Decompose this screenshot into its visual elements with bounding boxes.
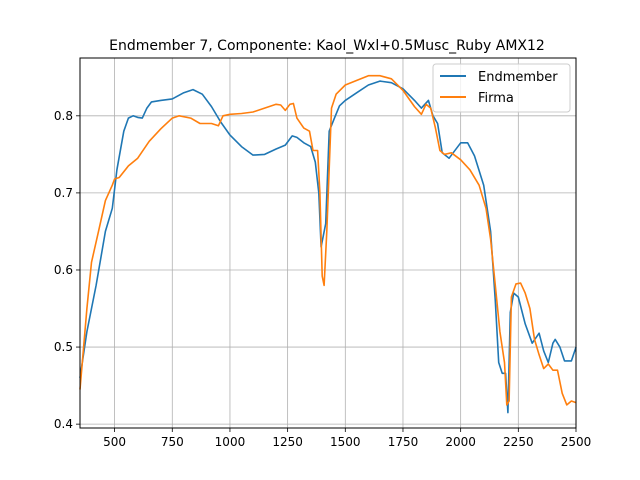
- legend: Endmember Firma: [432, 63, 571, 113]
- series-line-firma: [79, 74, 577, 406]
- legend-label-firma: Firma: [478, 91, 514, 106]
- y-tick-label: 0.7: [54, 186, 73, 200]
- y-tick-label: 0.6: [54, 263, 73, 277]
- plot-frame: [79, 57, 577, 429]
- legend-label-endmember: Endmember: [478, 70, 558, 85]
- x-tick-label: 1250: [272, 435, 303, 449]
- y-axis: 0.4 0.5 0.6 0.7 0.8: [54, 109, 80, 431]
- y-tick-label: 0.8: [54, 109, 73, 123]
- series-group: [79, 74, 577, 414]
- legend-box: [432, 63, 571, 113]
- x-tick-label: 2250: [503, 435, 534, 449]
- x-tick-label: 2500: [561, 435, 592, 449]
- x-tick-label: 750: [161, 435, 184, 449]
- x-tick-label: 1000: [215, 435, 246, 449]
- x-axis: 500 750 1000 1250 1500 1750 2000 2250 2500: [103, 428, 591, 449]
- x-tick-label: 2000: [445, 435, 476, 449]
- x-tick-label: 1500: [330, 435, 361, 449]
- x-tick-label: 1750: [388, 435, 419, 449]
- y-tick-label: 0.5: [54, 340, 73, 354]
- series-line-endmember: [79, 80, 577, 414]
- chart-title: Endmember 7, Componente: Kaol_Wxl+0.5Mus…: [109, 38, 545, 54]
- x-tick-label: 500: [103, 435, 126, 449]
- y-tick-label: 0.4: [54, 417, 73, 431]
